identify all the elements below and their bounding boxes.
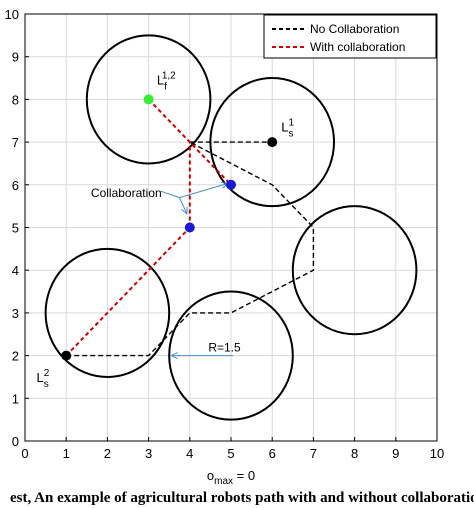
- x-tick-label: 8: [351, 446, 358, 461]
- x-tick-label: 0: [21, 446, 28, 461]
- waypoint: [267, 137, 278, 148]
- chart: 0 1 2 3 4 5 6 7 8 9 10 0 1 2 3 4 5 6 7 8 9 10 Collaboration R=…: [5, 7, 445, 487]
- x-tick-label: 5: [227, 446, 234, 461]
- annotation-arrow: [179, 197, 188, 215]
- waypoint: [226, 179, 236, 190]
- x-tick-label: 4: [186, 446, 193, 461]
- x-tick-label: 3: [145, 446, 152, 461]
- with-collaboration-line: [65, 226, 191, 357]
- ticks: 0 1 2 3 4 5 6 7 8 9 10 0 1 2 3 4 5 6 7 8 9 10: [5, 7, 445, 461]
- y-tick-label: 10: [5, 7, 19, 22]
- annotation-radius: R=1.5: [208, 340, 241, 354]
- annotation-collaboration: Collaboration: [91, 186, 162, 200]
- y-tick-label: 2: [12, 349, 19, 364]
- annotations: Collaboration R=1.5 Lf1,2 Ls1 Ls2: [37, 70, 295, 390]
- y-tick-label: 8: [12, 92, 19, 107]
- y-tick-label: 7: [12, 135, 19, 150]
- y-tick-label: 4: [12, 263, 19, 278]
- annotation-arrows: [160, 181, 234, 360]
- y-tick-label: 9: [12, 50, 19, 65]
- y-tick-label: 3: [12, 306, 19, 321]
- obstacle-circle: [85, 34, 212, 165]
- caption-fragment: est, An example of agricultural robots p…: [10, 490, 474, 506]
- obstacle-circle: [168, 290, 294, 421]
- legend-box: [263, 14, 437, 59]
- waypoint: [61, 350, 72, 361]
- points: [61, 94, 278, 361]
- waypoint: [143, 94, 154, 105]
- x-tick-label: 1: [63, 446, 70, 461]
- y-tick-label: 0: [12, 434, 19, 449]
- legend-label: With collaboration: [310, 40, 405, 54]
- x-tick-label: 10: [430, 446, 444, 461]
- legend: No Collaboration With collaboration: [263, 14, 437, 59]
- legend-label: No Collaboration: [310, 22, 399, 36]
- series-lines: [65, 98, 315, 357]
- label-lf-12: Lf1,2: [157, 70, 176, 92]
- annotation-arrow: [179, 183, 228, 199]
- y-tick-label: 1: [12, 391, 19, 406]
- annotation-arrow: [160, 190, 180, 199]
- y-tick-label: 6: [12, 178, 19, 193]
- x-tick-label: 2: [104, 446, 111, 461]
- x-tick-label: 7: [310, 446, 317, 461]
- no-collaboration-line: [66, 141, 315, 357]
- obstacle-circle: [44, 247, 171, 378]
- label-ls-1: Ls1: [281, 117, 294, 139]
- x-tick-label: 9: [392, 446, 399, 461]
- annotation-arrowhead: [170, 352, 178, 360]
- label-ls-2: Ls2: [37, 368, 50, 390]
- y-tick-label: 5: [12, 221, 19, 236]
- obstacle-circle: [291, 205, 418, 336]
- waypoint: [184, 222, 195, 233]
- x-tick-label: 6: [269, 446, 276, 461]
- annotation-arrowhead: [181, 206, 188, 215]
- x-axis-label: omax = 0: [207, 468, 255, 487]
